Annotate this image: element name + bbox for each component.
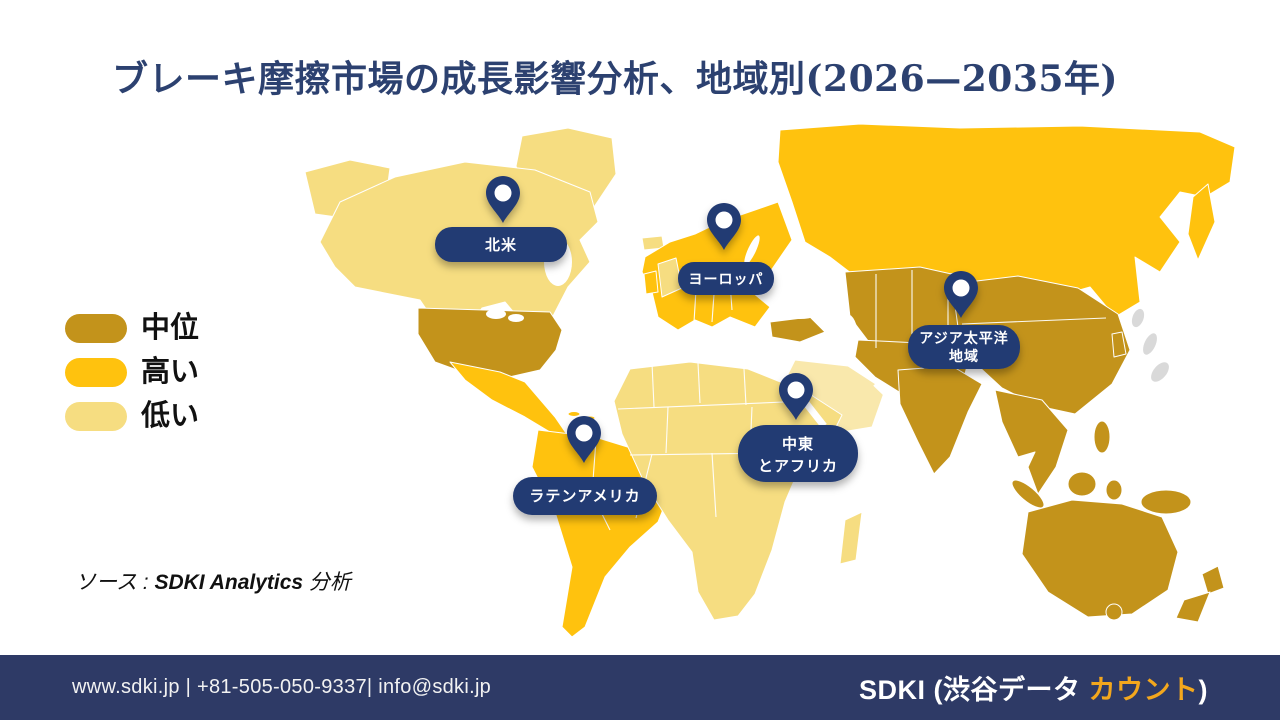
brand-accent: カウント xyxy=(1088,675,1199,705)
world-map: 北米 ヨーロッパ アジア太平洋 地域 中東 とアフリカ ラテンアメリカ xyxy=(304,123,1236,638)
region-label-text: 中東 xyxy=(782,435,814,453)
legend-swatch-medium xyxy=(65,314,127,343)
page-title: ブレーキ摩擦市場の成長影響分析、地域別(2026—2035年) xyxy=(112,58,1118,100)
legend-label-high: 高い xyxy=(141,356,200,388)
region-label-text: 北米 xyxy=(485,236,517,254)
land-india xyxy=(897,365,983,475)
brand-suffix: ) xyxy=(1198,675,1208,705)
land-ireland xyxy=(643,270,659,295)
land-australia xyxy=(1021,499,1179,618)
land-new-zealand xyxy=(1175,591,1211,623)
legend-item-medium: 中位 xyxy=(65,314,199,343)
map-pin-asia-pacific[interactable] xyxy=(944,271,978,318)
land-tasmania xyxy=(1105,603,1123,621)
region-label-asia-pacific[interactable]: アジア太平洋 地域 xyxy=(908,325,1020,369)
land-caribbean xyxy=(567,411,581,417)
region-label-text: ラテンアメリカ xyxy=(529,488,640,505)
land-japan xyxy=(1150,361,1170,383)
map-pin-europe[interactable] xyxy=(707,203,741,250)
map-pin-middle-east-africa[interactable] xyxy=(779,373,813,420)
legend-item-low: 低い xyxy=(65,402,199,431)
region-label-text: ヨーロッパ xyxy=(689,271,764,287)
growth-legend: 中位 高い 低い xyxy=(65,314,199,446)
legend-item-high: 高い xyxy=(65,358,199,387)
region-label-text: とアフリカ xyxy=(758,458,838,475)
land-korea xyxy=(1111,331,1127,358)
region-label-text: アジア太平洋 xyxy=(919,330,1008,346)
region-label-text: 地域 xyxy=(949,348,979,364)
footer-brand-logo: SDKI (渋谷データ カウント) xyxy=(859,668,1208,707)
region-label-middle-east-africa[interactable]: 中東 とアフリカ xyxy=(738,425,858,482)
land-se-asia xyxy=(994,389,1069,495)
land-sulawesi xyxy=(1105,479,1123,501)
footer-contact: www.sdki.jp | +81-505-050-9337| info@sdk… xyxy=(72,676,492,698)
legend-label-low: 低い xyxy=(141,400,200,432)
map-pin-north-america[interactable] xyxy=(486,176,520,223)
land-new-guinea xyxy=(1140,489,1192,515)
region-label-latin-america[interactable]: ラテンアメリカ xyxy=(513,477,657,515)
land-kamchatka xyxy=(1187,183,1216,261)
legend-swatch-low xyxy=(65,402,127,431)
land-new-zealand xyxy=(1201,565,1225,595)
region-label-north-america[interactable]: 北米 xyxy=(435,227,567,262)
land-madagascar xyxy=(839,511,863,565)
legend-swatch-high xyxy=(65,358,127,387)
source-note: ソース : SDKI Analytics 分析 xyxy=(75,566,351,596)
source-brand: SDKI Analytics xyxy=(154,571,304,594)
land-sumatra xyxy=(1011,479,1045,509)
source-prefix: ソース : xyxy=(75,571,155,594)
legend-label-medium: 中位 xyxy=(141,312,200,344)
footer-bar: www.sdki.jp | +81-505-050-9337| info@sdk… xyxy=(0,655,1280,720)
region-label-europe[interactable]: ヨーロッパ xyxy=(678,262,774,295)
country-borders xyxy=(591,270,1107,531)
land-japan xyxy=(1130,307,1146,329)
land-japan xyxy=(1142,332,1158,356)
land-borneo xyxy=(1067,471,1097,497)
map-pin-latin-america[interactable] xyxy=(567,416,601,463)
brand-prefix: SDKI (渋谷データ xyxy=(858,675,1089,705)
source-suffix: 分析 xyxy=(303,571,351,594)
land-turkey xyxy=(769,316,826,343)
land-usa xyxy=(417,307,563,379)
land-philippines xyxy=(1093,420,1111,454)
